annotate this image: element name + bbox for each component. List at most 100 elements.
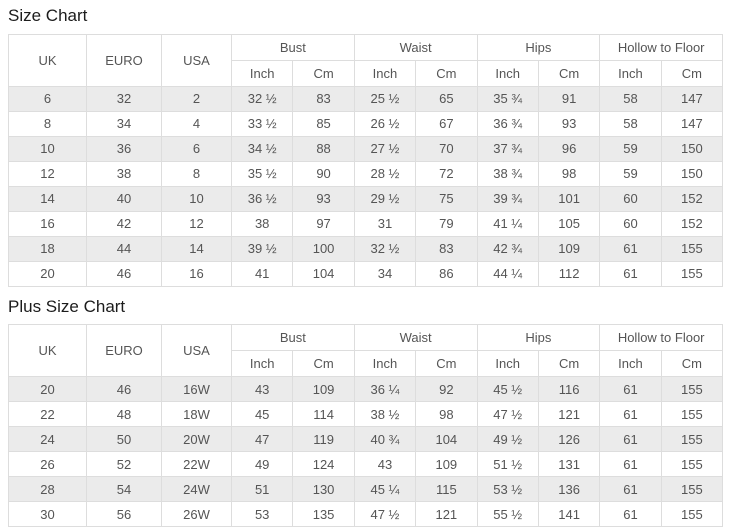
cell: 104 bbox=[415, 426, 478, 453]
cell: 36 bbox=[86, 135, 162, 162]
cell: 54 bbox=[86, 476, 162, 503]
cell: 61 bbox=[599, 235, 662, 262]
cell: 43 bbox=[353, 451, 417, 478]
cell: 135 bbox=[292, 501, 355, 528]
cell: 36 ¾ bbox=[476, 110, 539, 137]
cell: 85 bbox=[292, 110, 355, 137]
cell: 16 bbox=[161, 260, 232, 287]
cell: 155 bbox=[660, 260, 724, 287]
table-row: 30 56 26W 53 135 47 ½ 121 55 ½ 141 61 155 bbox=[8, 501, 724, 528]
cell: 109 bbox=[292, 376, 355, 403]
cell: 43 bbox=[230, 376, 294, 403]
cell: 18W bbox=[161, 401, 232, 428]
cell: 58 bbox=[599, 85, 662, 112]
cell: 115 bbox=[415, 476, 478, 503]
cell: 39 ½ bbox=[230, 235, 294, 262]
cell: 18 bbox=[8, 235, 87, 262]
cell: 34 bbox=[353, 260, 417, 287]
cell: 50 bbox=[86, 426, 162, 453]
subheader-hollow-cm: Cm bbox=[660, 350, 724, 378]
cell: 83 bbox=[415, 235, 478, 262]
cell: 44 ¼ bbox=[476, 260, 539, 287]
cell: 104 bbox=[292, 260, 355, 287]
table-row: 26 52 22W 49 124 43 109 51 ½ 131 61 155 bbox=[8, 451, 724, 478]
cell: 83 bbox=[292, 85, 355, 112]
group-header-bust: Bust bbox=[231, 33, 355, 61]
cell: 26 bbox=[8, 451, 87, 478]
table-row: 14 40 10 36 ½ 93 29 ½ 75 39 ¾ 101 60 152 bbox=[8, 185, 724, 212]
cell: 46 bbox=[86, 376, 162, 403]
cell: 16W bbox=[161, 376, 232, 403]
cell: 121 bbox=[537, 401, 601, 428]
subheader-hips-cm: Cm bbox=[537, 350, 601, 378]
subheader-waist-inch: Inch bbox=[353, 59, 417, 87]
cell: 61 bbox=[599, 260, 662, 287]
subheader-hollow-inch: Inch bbox=[599, 59, 662, 87]
table-row: 12 38 8 35 ½ 90 28 ½ 72 38 ¾ 98 59 150 bbox=[8, 160, 724, 187]
cell: 100 bbox=[292, 235, 355, 262]
subheader-hollow-inch: Inch bbox=[599, 350, 662, 378]
cell: 130 bbox=[292, 476, 355, 503]
subheader-bust-inch: Inch bbox=[230, 59, 294, 87]
cell: 12 bbox=[161, 210, 232, 237]
cell: 40 ¾ bbox=[353, 426, 417, 453]
cell: 58 bbox=[599, 110, 662, 137]
cell: 61 bbox=[599, 401, 662, 428]
cell: 16 bbox=[8, 210, 87, 237]
cell: 45 ½ bbox=[476, 376, 539, 403]
cell: 147 bbox=[660, 85, 724, 112]
cell: 152 bbox=[660, 185, 724, 212]
cell: 114 bbox=[292, 401, 355, 428]
table-row: 20 46 16 41 104 34 86 44 ¼ 112 61 155 bbox=[8, 260, 724, 287]
cell: 28 bbox=[8, 476, 87, 503]
cell: 8 bbox=[161, 160, 232, 187]
table-row: 24 50 20W 47 119 40 ¾ 104 49 ½ 126 61 155 bbox=[8, 426, 724, 453]
cell: 155 bbox=[660, 476, 724, 503]
table-row: 18 44 14 39 ½ 100 32 ½ 83 42 ¾ 109 61 155 bbox=[8, 235, 724, 262]
cell: 79 bbox=[415, 210, 478, 237]
cell: 25 ½ bbox=[353, 85, 417, 112]
cell: 155 bbox=[660, 376, 724, 403]
cell: 152 bbox=[660, 210, 724, 237]
cell: 28 ½ bbox=[353, 160, 417, 187]
cell: 31 bbox=[353, 210, 417, 237]
subheader-waist-inch: Inch bbox=[353, 350, 417, 378]
cell: 14 bbox=[161, 235, 232, 262]
cell: 55 ½ bbox=[476, 501, 539, 528]
cell: 37 ¾ bbox=[476, 135, 539, 162]
cell: 61 bbox=[599, 501, 662, 528]
cell: 6 bbox=[161, 135, 232, 162]
group-header-waist: Waist bbox=[353, 324, 478, 352]
cell: 72 bbox=[415, 160, 478, 187]
cell: 38 ½ bbox=[353, 401, 417, 428]
subheader-hips-cm: Cm bbox=[537, 59, 601, 87]
cell: 65 bbox=[415, 85, 478, 112]
cell: 45 bbox=[230, 401, 294, 428]
cell: 24 bbox=[8, 426, 87, 453]
cell: 27 ½ bbox=[353, 135, 417, 162]
cell: 49 ½ bbox=[476, 426, 539, 453]
table-row: 20 46 16W 43 109 36 ¼ 92 45 ½ 116 61 155 bbox=[8, 376, 724, 403]
cell: 131 bbox=[537, 451, 601, 478]
cell: 93 bbox=[537, 110, 601, 137]
cell: 45 ¼ bbox=[353, 476, 417, 503]
cell: 2 bbox=[161, 85, 232, 112]
cell: 150 bbox=[660, 135, 724, 162]
cell: 36 ½ bbox=[230, 185, 294, 212]
cell: 26 ½ bbox=[353, 110, 417, 137]
cell: 30 bbox=[8, 501, 87, 528]
cell: 32 bbox=[86, 85, 162, 112]
cell: 116 bbox=[537, 376, 601, 403]
size-chart-header: UK EURO USA Bust Waist Hips Hollow to Fl… bbox=[8, 33, 724, 87]
table-row: 22 48 18W 45 114 38 ½ 98 47 ½ 121 61 155 bbox=[8, 401, 724, 428]
table-row: 6 32 2 32 ½ 83 25 ½ 65 35 ¾ 91 58 147 bbox=[8, 85, 724, 112]
cell: 147 bbox=[660, 110, 724, 137]
cell: 52 bbox=[86, 451, 162, 478]
cell: 41 bbox=[230, 260, 294, 287]
plus-size-chart-body: 20 46 16W 43 109 36 ¼ 92 45 ½ 116 61 155 22 48 18W 45 1… bbox=[8, 376, 724, 528]
cell: 22 bbox=[8, 401, 87, 428]
cell: 96 bbox=[537, 135, 601, 162]
cell: 92 bbox=[415, 376, 478, 403]
cell: 119 bbox=[292, 426, 355, 453]
cell: 59 bbox=[599, 135, 662, 162]
